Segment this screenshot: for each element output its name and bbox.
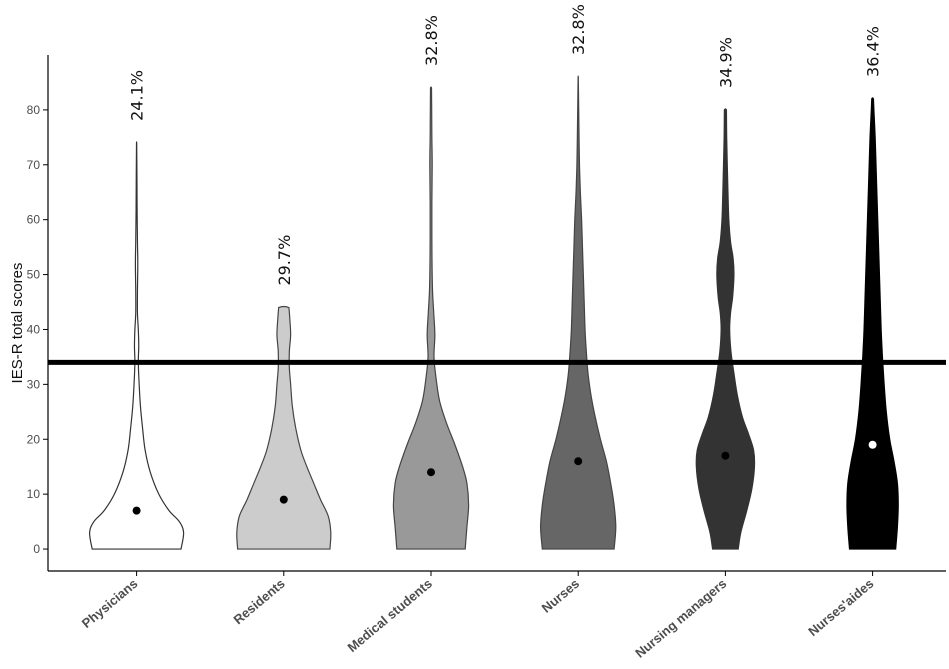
violins-layer <box>88 75 899 550</box>
violin-nurses-aides <box>846 97 899 550</box>
percent-label: 32.8% <box>569 4 588 55</box>
x-tick-label: Nurses'aides <box>805 576 876 639</box>
y-axis: 0 10 20 30 40 50 60 70 80 <box>27 55 49 571</box>
violin-medical-students <box>392 86 470 550</box>
x-tick-label: Physicians <box>79 576 141 631</box>
x-axis: Physicians Residents Medical students Nurse… <box>48 570 946 661</box>
y-tick-label: 40 <box>27 322 41 336</box>
percent-label: 32.8% <box>422 15 441 66</box>
y-tick-label: 0 <box>33 542 40 556</box>
median-dot <box>868 440 877 449</box>
percent-labels-layer: 24.1% 29.7% 32.8% 32.8% 34.9% 36.4% <box>128 4 883 285</box>
y-tick-label: 80 <box>27 103 41 117</box>
violin-nursing-managers <box>695 108 756 550</box>
violin-physicians <box>88 141 185 550</box>
y-axis-label: IES-R total scores <box>9 263 26 384</box>
median-dots-layer <box>132 440 877 515</box>
median-dot <box>574 457 583 466</box>
median-dot <box>132 506 141 515</box>
median-dot <box>427 468 435 477</box>
median-dot <box>721 451 730 460</box>
percent-label: 29.7% <box>275 235 294 286</box>
x-tick-label: Nursing managers <box>632 576 729 661</box>
violin-nurses <box>539 75 617 550</box>
y-tick-label: 60 <box>27 213 41 227</box>
y-tick-label: 10 <box>27 487 41 501</box>
percent-label: 24.1% <box>128 70 147 121</box>
violin-residents <box>236 305 332 550</box>
x-tick-label: Nurses <box>539 576 582 616</box>
x-tick-label: Residents <box>230 576 287 627</box>
median-dot <box>279 495 288 504</box>
y-tick-label: 70 <box>27 158 41 172</box>
percent-label: 36.4% <box>864 26 883 77</box>
y-tick-label: 20 <box>27 432 41 446</box>
x-tick-label: Medical students <box>344 576 434 655</box>
percent-label: 34.9% <box>716 37 735 88</box>
y-tick-label: 50 <box>27 268 41 282</box>
y-tick-label: 30 <box>27 377 41 391</box>
